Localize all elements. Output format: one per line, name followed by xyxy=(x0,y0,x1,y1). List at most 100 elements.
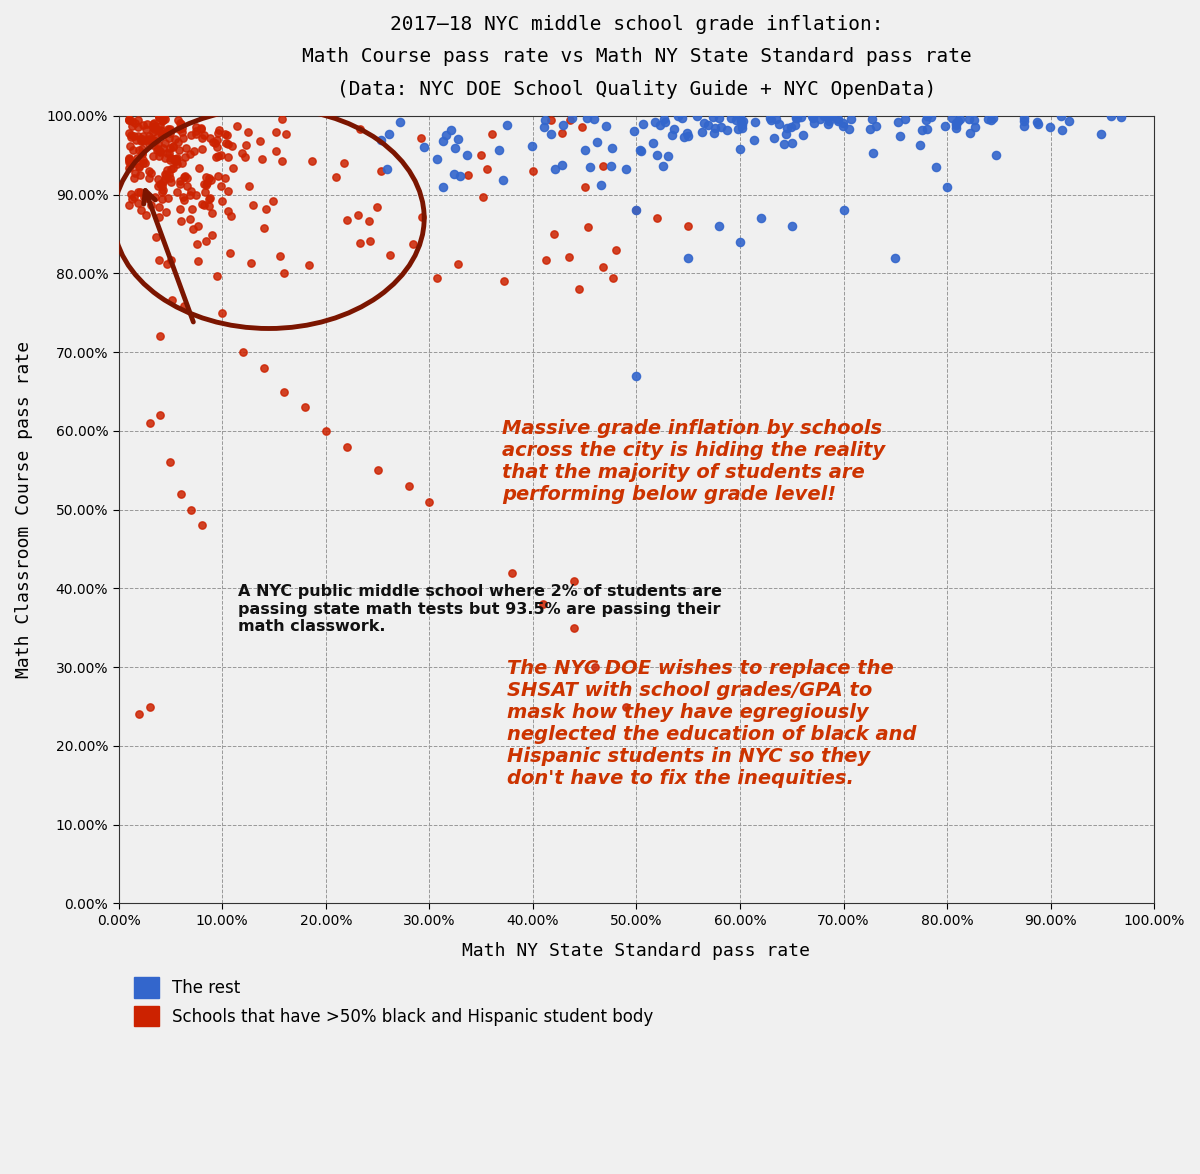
Point xyxy=(186,122,205,141)
Point xyxy=(186,117,205,136)
Point xyxy=(959,110,978,129)
Point xyxy=(156,148,175,167)
Point xyxy=(942,109,961,128)
Point xyxy=(818,107,838,126)
Point xyxy=(186,185,205,204)
Point xyxy=(965,110,984,129)
Point xyxy=(678,127,697,146)
Point xyxy=(302,151,322,170)
Point xyxy=(580,158,599,177)
Point xyxy=(221,243,240,262)
Point xyxy=(654,157,673,176)
Point xyxy=(218,126,238,144)
Point xyxy=(241,254,260,272)
Point xyxy=(125,187,144,205)
Point xyxy=(163,291,182,310)
Point xyxy=(140,413,160,432)
Point xyxy=(658,147,677,166)
Point xyxy=(822,107,841,126)
Point xyxy=(181,181,200,200)
Point xyxy=(142,163,161,182)
Point xyxy=(202,225,221,244)
Point xyxy=(950,109,970,128)
Point xyxy=(457,146,476,164)
Point xyxy=(211,146,230,164)
Point xyxy=(254,218,274,237)
Text: A NYC public middle school where 2% of students are
passing state math tests but: A NYC public middle school where 2% of s… xyxy=(238,585,721,634)
Point xyxy=(576,141,595,160)
Point xyxy=(137,189,156,208)
Point xyxy=(215,169,234,188)
Point xyxy=(922,108,941,127)
Point xyxy=(732,112,751,130)
Point xyxy=(200,129,220,148)
Point xyxy=(709,108,728,127)
Point xyxy=(596,116,616,135)
Point xyxy=(154,139,173,157)
Point xyxy=(445,139,464,157)
Point xyxy=(192,128,211,147)
Point xyxy=(804,113,823,131)
Point xyxy=(860,120,880,139)
Title: 2017–18 NYC middle school grade inflation:
Math Course pass rate vs Math NY Stat: 2017–18 NYC middle school grade inflatio… xyxy=(301,15,971,99)
Point xyxy=(337,210,356,229)
Point xyxy=(139,126,158,144)
Point xyxy=(782,217,802,236)
Point xyxy=(1028,115,1048,134)
Point xyxy=(497,115,516,134)
Point xyxy=(791,108,810,127)
Point xyxy=(1014,116,1033,135)
Point xyxy=(120,196,139,215)
Point xyxy=(709,217,728,236)
Point xyxy=(371,130,390,149)
Point xyxy=(978,109,997,128)
Point xyxy=(222,207,241,225)
Point xyxy=(180,185,199,204)
Point xyxy=(208,167,227,185)
Point xyxy=(121,127,140,146)
Point xyxy=(152,176,172,195)
Point xyxy=(413,208,432,227)
Point xyxy=(272,109,292,128)
Point xyxy=(317,421,336,440)
Point xyxy=(449,130,468,149)
Point xyxy=(120,110,139,129)
Point xyxy=(563,109,582,128)
Point xyxy=(203,204,222,223)
Point xyxy=(272,153,292,171)
Point xyxy=(631,140,650,158)
Point xyxy=(864,143,883,162)
Point xyxy=(133,150,152,169)
Point xyxy=(158,120,178,139)
Point xyxy=(679,217,698,236)
Point xyxy=(192,119,211,137)
Point xyxy=(761,109,780,128)
Point xyxy=(643,134,662,153)
Point xyxy=(148,121,167,140)
Point xyxy=(890,127,910,146)
Point xyxy=(588,133,607,151)
Point xyxy=(601,156,620,175)
Point xyxy=(120,153,139,171)
Point xyxy=(688,107,707,126)
Point xyxy=(128,183,148,202)
Point xyxy=(145,187,164,205)
Point xyxy=(560,112,580,130)
Point xyxy=(233,343,252,362)
Point xyxy=(218,148,238,167)
Point xyxy=(793,126,812,144)
Point xyxy=(196,182,215,201)
Point xyxy=(227,116,246,135)
Point xyxy=(140,162,160,181)
Point xyxy=(132,131,151,150)
Point xyxy=(646,113,665,131)
Point xyxy=(217,134,236,153)
Point xyxy=(139,130,158,149)
Point xyxy=(136,154,155,173)
Point xyxy=(140,697,160,716)
Text: Massive grade inflation by schools
across the city is hiding the reality
that th: Massive grade inflation by schools acros… xyxy=(502,419,886,504)
Point xyxy=(180,144,199,163)
Point xyxy=(712,117,731,136)
Point xyxy=(648,209,667,228)
Point xyxy=(150,328,169,346)
